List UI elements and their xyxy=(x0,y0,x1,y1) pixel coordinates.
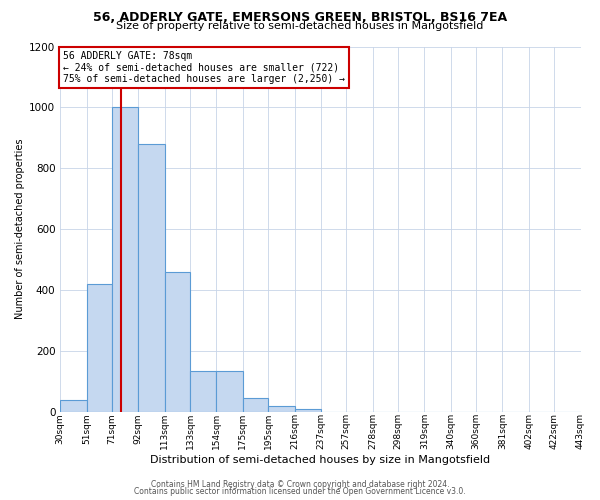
X-axis label: Distribution of semi-detached houses by size in Mangotsfield: Distribution of semi-detached houses by … xyxy=(151,455,490,465)
Y-axis label: Number of semi-detached properties: Number of semi-detached properties xyxy=(15,139,25,320)
Text: Size of property relative to semi-detached houses in Mangotsfield: Size of property relative to semi-detach… xyxy=(116,21,484,31)
Bar xyxy=(268,406,295,411)
Bar xyxy=(165,272,190,412)
Text: Contains public sector information licensed under the Open Government Licence v3: Contains public sector information licen… xyxy=(134,487,466,496)
Bar xyxy=(139,144,165,411)
Bar xyxy=(112,108,139,412)
Bar xyxy=(60,400,87,411)
Bar xyxy=(190,370,217,412)
Bar xyxy=(87,284,112,412)
Bar xyxy=(243,398,268,411)
Bar xyxy=(217,370,243,412)
Text: Contains HM Land Registry data © Crown copyright and database right 2024.: Contains HM Land Registry data © Crown c… xyxy=(151,480,449,489)
Bar xyxy=(295,408,321,412)
Text: 56 ADDERLY GATE: 78sqm
← 24% of semi-detached houses are smaller (722)
75% of se: 56 ADDERLY GATE: 78sqm ← 24% of semi-det… xyxy=(63,51,345,84)
Text: 56, ADDERLY GATE, EMERSONS GREEN, BRISTOL, BS16 7EA: 56, ADDERLY GATE, EMERSONS GREEN, BRISTO… xyxy=(93,11,507,24)
